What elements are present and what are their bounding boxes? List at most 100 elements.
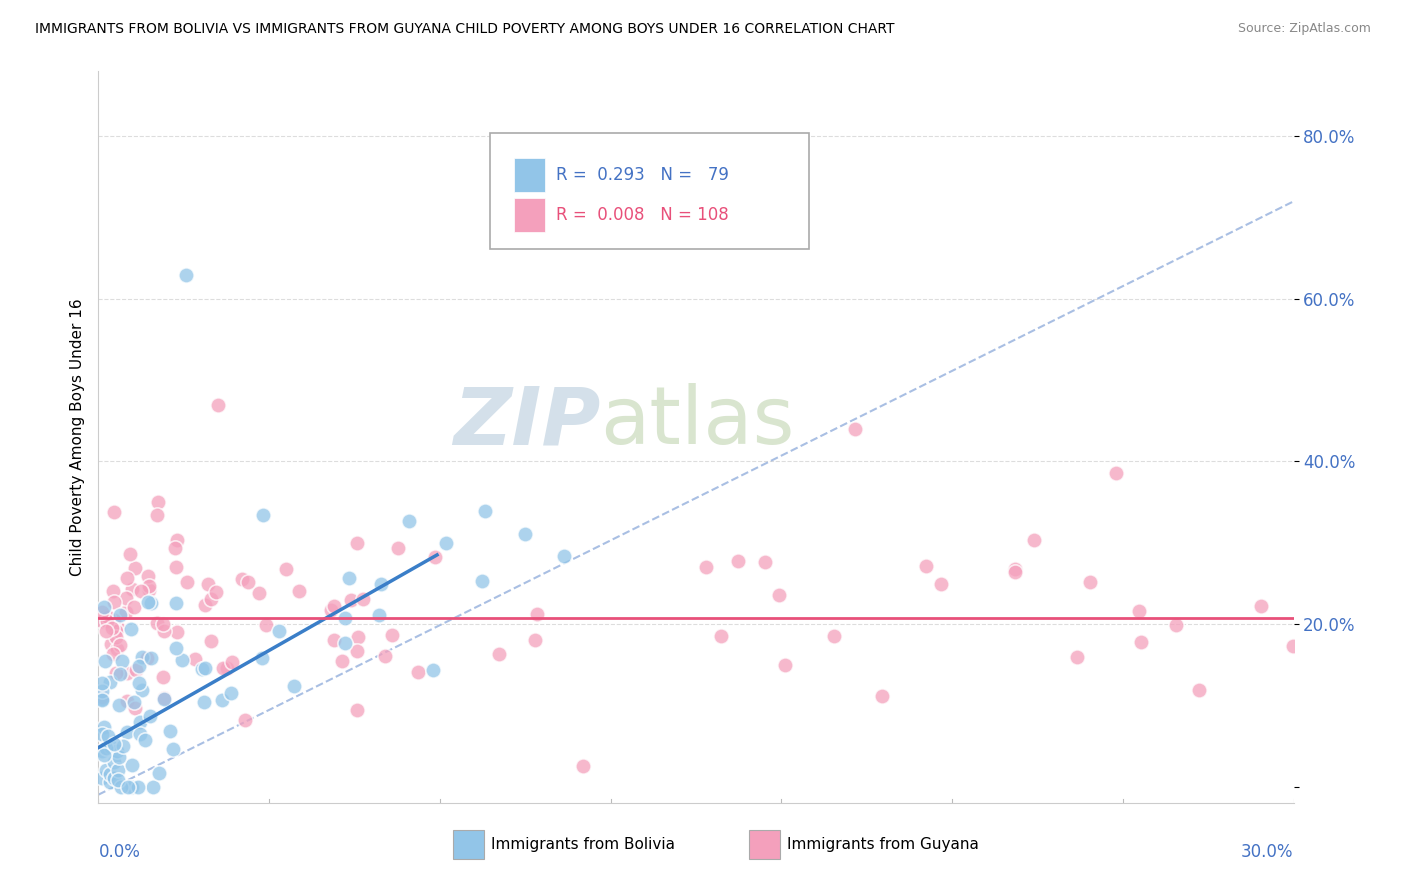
Point [200,591,222,606]
Point [166,624,188,639]
Point [163,541,186,556]
Point [146,615,169,630]
Point [91,772,114,786]
Point [91,614,114,628]
Point [97,729,120,743]
Point [1130,635,1153,649]
Point [276,562,298,576]
Point [1250,599,1272,613]
Point [335,636,357,650]
Point [773,657,796,672]
Point [152,617,174,632]
Point [96,741,118,756]
Point [91,744,114,758]
Point [139,709,162,723]
Point [153,690,176,705]
Point [174,268,197,282]
Point [138,582,160,597]
Point [115,694,138,708]
Point [152,670,174,684]
Point [367,607,389,622]
Point [91,690,114,704]
Point [250,651,273,665]
Point [104,666,127,681]
Point [111,654,134,668]
Point [103,583,125,598]
Point [107,750,129,764]
Point [197,577,219,591]
Point [470,574,492,588]
Point [96,608,118,623]
Point [91,727,114,741]
Point [136,568,159,582]
Point [159,724,181,739]
Point [434,536,457,550]
Point [127,780,149,794]
Point [153,692,176,706]
Point [183,651,205,665]
Point [107,764,129,778]
Point [283,680,305,694]
Point [141,595,163,609]
Point [128,676,150,690]
Point [695,560,717,574]
Point [254,617,277,632]
Point [148,495,170,509]
Point [108,608,131,623]
Point [115,591,138,606]
Point [526,607,548,621]
Point [194,599,217,613]
Point [205,585,228,599]
Text: Immigrants from Guyana: Immigrants from Guyana [787,838,979,852]
Point [1078,574,1101,589]
Point [115,571,138,585]
Point [129,714,152,729]
Point [207,398,229,412]
Point [322,599,344,613]
Point [1282,639,1305,653]
Point [104,624,127,638]
Point [94,624,117,639]
Point [515,527,537,541]
Point [422,664,444,678]
Point [352,591,374,606]
Point [1004,562,1026,576]
Point [115,666,138,681]
Point [572,758,595,772]
Point [141,651,163,665]
Point [103,613,125,627]
Point [398,514,420,528]
Point [319,602,342,616]
Point [370,577,392,591]
Point [117,724,139,739]
Point [191,661,214,675]
Point [124,695,146,709]
Point [121,758,143,772]
Point [105,743,128,757]
Point [1128,604,1150,618]
Point [96,615,118,629]
Point [98,775,122,789]
Point [381,628,404,642]
Point [125,663,148,677]
Point [287,584,309,599]
Point [337,571,360,585]
Point [105,641,128,656]
Point [146,508,169,523]
Point [107,698,129,712]
Point [100,637,122,651]
Text: R =  0.293   N =   79: R = 0.293 N = 79 [557,166,730,185]
Text: R =  0.008   N = 108: R = 0.008 N = 108 [557,205,728,224]
Point [166,533,188,547]
Point [374,648,396,663]
Point [727,554,749,568]
Point [103,755,125,769]
Point [165,641,187,656]
Point [108,666,131,681]
Point [98,617,122,632]
Point [100,739,122,754]
Point [103,505,125,519]
Point [1188,683,1211,698]
Point [211,693,233,707]
Point [93,654,115,668]
